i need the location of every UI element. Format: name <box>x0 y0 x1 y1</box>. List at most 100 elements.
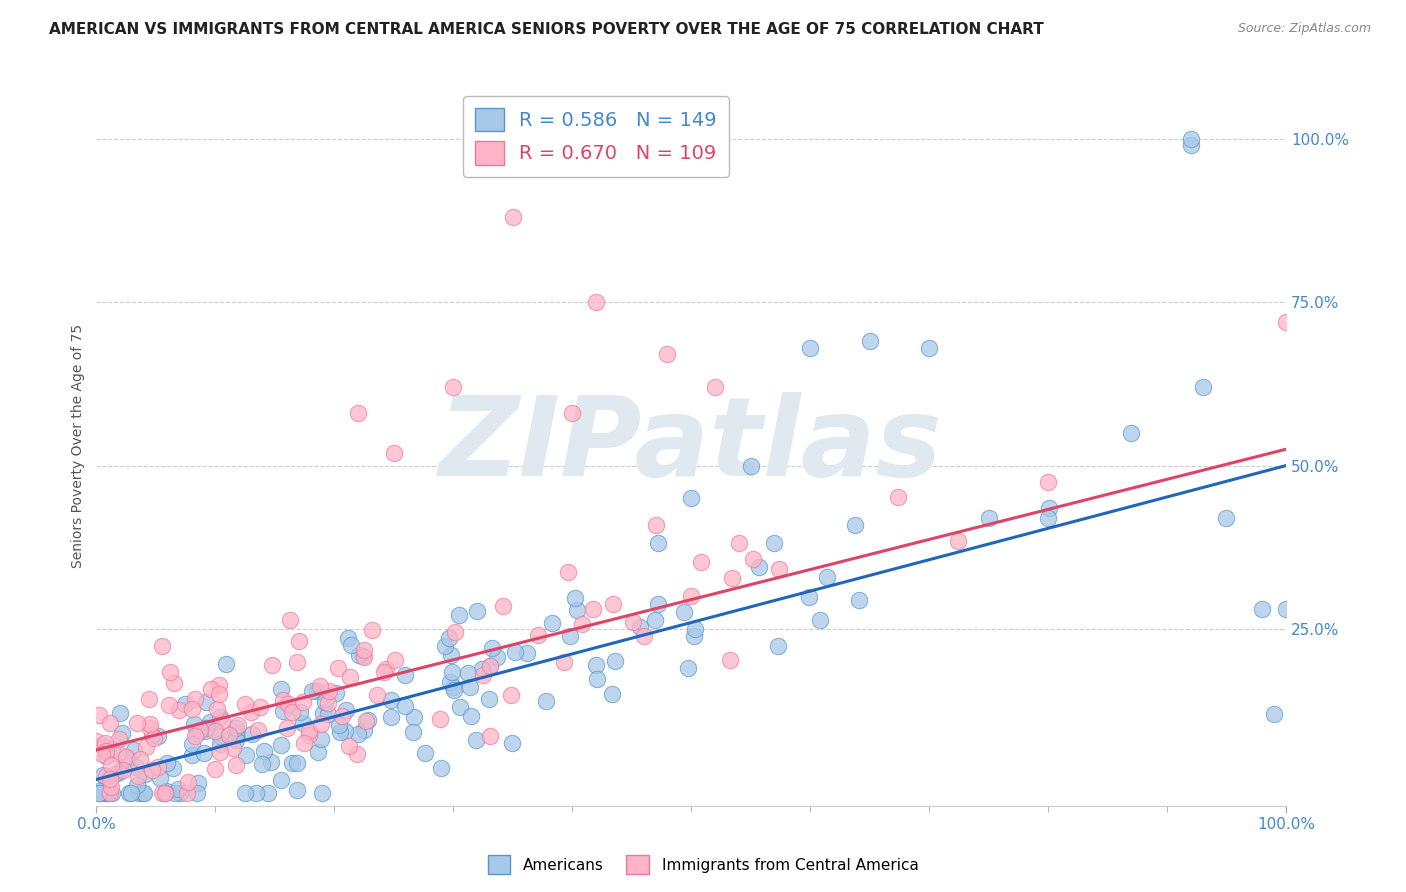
Point <box>271 693 294 707</box>
Point <box>298 723 321 738</box>
Point <box>138 692 160 706</box>
Point <box>762 536 785 550</box>
Point <box>125 778 148 792</box>
Point <box>94 785 117 799</box>
Point <box>478 659 501 673</box>
Point <box>148 760 170 774</box>
Point <box>440 648 463 662</box>
Point <box>309 731 332 746</box>
Point <box>270 681 292 696</box>
Point <box>799 341 821 355</box>
Point <box>1191 380 1213 394</box>
Point <box>328 718 350 732</box>
Point <box>766 639 789 653</box>
Point <box>311 706 333 721</box>
Point <box>501 688 523 702</box>
Point <box>561 406 583 420</box>
Point <box>184 691 207 706</box>
Point <box>326 660 349 674</box>
Text: Source: ZipAtlas.com: Source: ZipAtlas.com <box>1237 22 1371 36</box>
Point <box>347 648 370 663</box>
Point <box>180 747 202 762</box>
Point <box>558 629 581 643</box>
Point <box>1038 500 1060 515</box>
Point <box>439 675 461 690</box>
Point <box>353 723 375 737</box>
Point <box>346 727 368 741</box>
Point <box>485 649 508 664</box>
Point <box>163 785 186 799</box>
Point <box>307 745 329 759</box>
Point <box>253 744 276 758</box>
Point <box>353 650 375 665</box>
Point <box>457 666 479 681</box>
Point <box>281 706 304 720</box>
Point <box>291 695 314 709</box>
Point <box>683 622 706 636</box>
Point <box>329 725 352 739</box>
Point <box>111 726 134 740</box>
Point <box>1180 138 1202 153</box>
Point <box>460 709 482 723</box>
Point <box>318 684 340 698</box>
Point <box>115 752 138 766</box>
Point <box>285 756 308 770</box>
Point <box>375 662 398 676</box>
Point <box>209 710 232 724</box>
Point <box>585 295 607 310</box>
Point <box>534 694 557 708</box>
Point <box>155 785 177 799</box>
Point <box>209 737 232 751</box>
Point <box>918 341 941 355</box>
Point <box>156 756 179 770</box>
Point <box>553 655 575 669</box>
Point <box>233 785 256 799</box>
Point <box>647 536 669 550</box>
Point <box>270 773 292 788</box>
Point <box>208 730 231 744</box>
Point <box>347 406 370 420</box>
Point <box>89 785 111 799</box>
Point <box>356 713 378 727</box>
Point <box>444 624 467 639</box>
Point <box>373 665 395 680</box>
Point <box>948 534 970 549</box>
Point <box>353 642 375 657</box>
Point <box>1275 602 1298 616</box>
Point <box>449 700 471 714</box>
Point <box>703 380 725 394</box>
Point <box>848 592 870 607</box>
Point <box>740 458 762 473</box>
Point <box>384 653 406 667</box>
Point <box>97 785 120 799</box>
Point <box>129 752 152 766</box>
Point <box>91 738 114 752</box>
Point <box>844 518 866 533</box>
Point <box>380 710 402 724</box>
Point <box>204 762 226 776</box>
Point <box>194 695 217 709</box>
Point <box>128 785 150 799</box>
Point <box>394 698 416 713</box>
Point <box>127 769 149 783</box>
Point <box>194 724 217 739</box>
Point <box>1180 131 1202 145</box>
Point <box>87 707 110 722</box>
Point <box>582 602 605 616</box>
Point <box>131 785 153 799</box>
Point <box>225 733 247 747</box>
Point <box>176 785 198 799</box>
Point <box>748 560 770 574</box>
Point <box>441 380 464 394</box>
Point <box>112 763 135 777</box>
Point <box>298 728 321 742</box>
Point <box>645 518 668 533</box>
Point <box>1251 602 1274 616</box>
Point <box>621 615 644 629</box>
Point <box>157 698 180 712</box>
Point <box>96 785 118 799</box>
Point <box>571 617 593 632</box>
Point <box>167 703 190 717</box>
Point <box>150 639 173 653</box>
Point <box>402 725 425 739</box>
